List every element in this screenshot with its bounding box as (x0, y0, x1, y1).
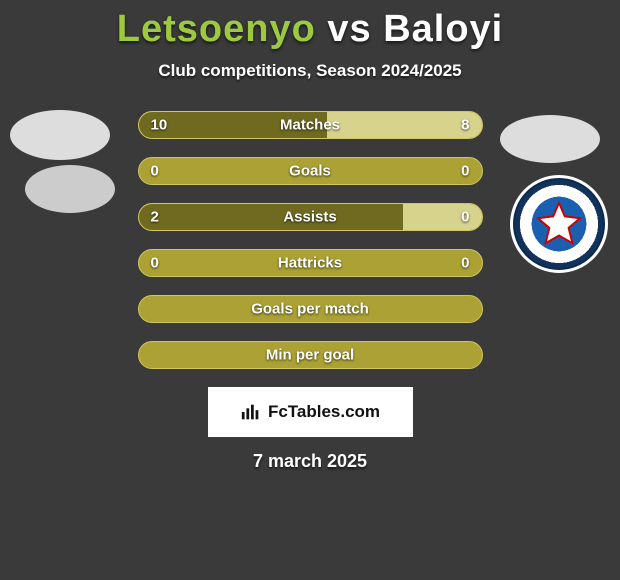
left-crest-1 (10, 110, 110, 160)
stat-row: Goals per match (138, 295, 483, 323)
stat-row: Matches 10 8 (138, 111, 483, 139)
stat-row: Assists 2 0 (138, 203, 483, 231)
subtitle: Club competitions, Season 2024/2025 (0, 61, 620, 81)
stat-row: Hattricks 0 0 (138, 249, 483, 277)
stat-row: Min per goal (138, 341, 483, 369)
fill-right (403, 204, 482, 230)
stat-value-left: 0 (151, 255, 159, 272)
stat-value-right: 0 (461, 255, 469, 272)
stat-label: Assists (283, 209, 336, 226)
stat-label: Matches (280, 117, 340, 134)
brand-badge: FcTables.com (208, 387, 413, 437)
stat-bars: Matches108Goals00Assists20Hattricks00Goa… (138, 111, 483, 369)
page-title: Letsoenyo vs Baloyi (0, 0, 620, 51)
stat-label: Goals per match (251, 301, 369, 318)
stat-value-right: 8 (461, 117, 469, 134)
stat-row: Goals 0 0 (138, 157, 483, 185)
brand-text: FcTables.com (268, 402, 380, 422)
player2-name: Baloyi (383, 8, 503, 50)
player1-name: Letsoenyo (117, 8, 316, 50)
right-crest-small (500, 115, 600, 163)
stat-value-left: 2 (151, 209, 159, 226)
left-crest-2 (25, 165, 115, 213)
vs-text: vs (327, 8, 371, 50)
stat-value-right: 0 (461, 209, 469, 226)
fill-left (139, 204, 403, 230)
stat-label: Hattricks (278, 255, 342, 272)
right-club-badge (510, 175, 608, 273)
stat-value-left: 10 (151, 117, 168, 134)
fill-right (327, 112, 481, 138)
stat-label: Goals (289, 163, 331, 180)
badge-star-icon (536, 201, 582, 247)
stat-label: Min per goal (266, 347, 354, 364)
stat-value-right: 0 (461, 163, 469, 180)
stat-value-left: 0 (151, 163, 159, 180)
date-text: 7 march 2025 (0, 451, 620, 472)
bars-icon (240, 401, 262, 423)
